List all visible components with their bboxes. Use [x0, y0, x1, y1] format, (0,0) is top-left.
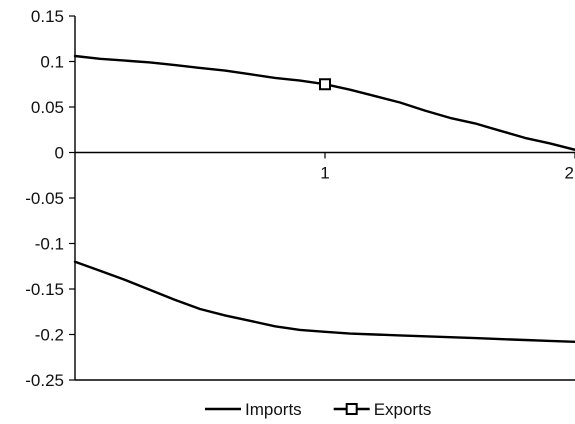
exports-line: [73, 54, 575, 151]
exports-point: [319, 78, 331, 91]
imports-line: [73, 260, 575, 343]
y-tick-label: -0.25: [25, 371, 64, 390]
y-tick-label: -0.2: [35, 326, 64, 345]
legend-label-imports: Imports: [245, 400, 302, 419]
axes: 0.15 0.1 0.05 0 -0.05 -0.1 -0.15 -0.2 -0.25 1 2: [25, 7, 575, 390]
y-tick-label: 0.15: [31, 7, 64, 26]
series: [73, 54, 575, 343]
y-tick-label: -0.1: [35, 235, 64, 254]
y-tick-label: 0.05: [31, 98, 64, 117]
legend-marker-exports: [345, 403, 358, 415]
x-tick-label: 2: [565, 164, 574, 183]
y-tick-label: 0: [55, 144, 64, 163]
legend-label-exports: Exports: [374, 400, 432, 419]
x-tick-label: 1: [320, 164, 329, 183]
y-tick-label: -0.15: [25, 280, 64, 299]
y-tick-label: 0.1: [40, 53, 64, 72]
legend: Imports Exports: [205, 400, 431, 419]
y-tick-label: -0.05: [25, 189, 64, 208]
